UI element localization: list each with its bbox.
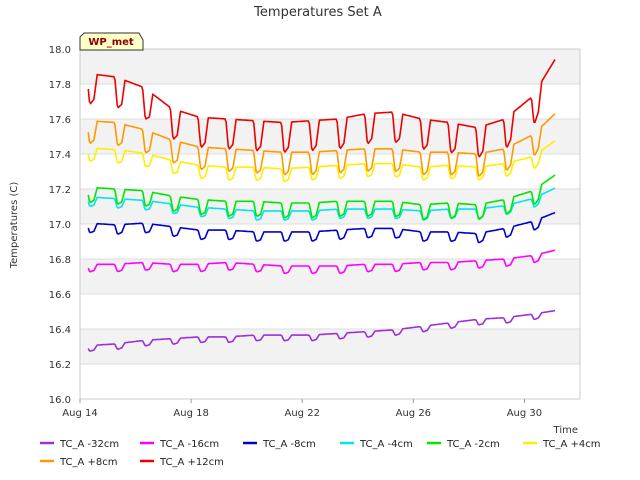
series-line bbox=[87, 113, 556, 177]
chart-title: Temperatures Set A bbox=[253, 5, 382, 20]
y-tick-label: 18.0 bbox=[49, 45, 71, 56]
y-axis-title: Temperatures (C) bbox=[9, 182, 20, 270]
series-line bbox=[87, 59, 556, 158]
y-tick-label: 17.4 bbox=[49, 150, 71, 161]
legend-item: TC_A +4cm bbox=[523, 439, 601, 450]
y-tick-label: 17.8 bbox=[49, 80, 71, 91]
series-line bbox=[87, 309, 556, 352]
legend-item: TC_A -16cm bbox=[140, 439, 219, 450]
y-tick-labels: 16.0 16.2 16.4 16.6 16.8 17.0 17.2 17.4 17.6 17.8… bbox=[49, 45, 71, 406]
plot-frame bbox=[79, 48, 581, 400]
wp-met-badge: WP_met bbox=[79, 32, 144, 51]
grid-band bbox=[80, 259, 580, 294]
legend-label: TC_A -4cm bbox=[359, 439, 413, 450]
legend-item: TC_A -8cm bbox=[243, 439, 316, 450]
legend-label: TC_A +8cm bbox=[59, 457, 118, 468]
x-tick-label: Aug 22 bbox=[285, 408, 320, 419]
legend-label: TC_A +4cm bbox=[542, 439, 601, 450]
x-tick-label: Aug 14 bbox=[62, 408, 97, 419]
legend-label: TC_A -32cm bbox=[59, 439, 119, 450]
x-tick-label: Aug 18 bbox=[173, 408, 208, 419]
y-tick-label: 17.6 bbox=[49, 115, 71, 126]
series-line bbox=[87, 249, 556, 275]
grid-bands bbox=[80, 49, 580, 364]
series-line bbox=[87, 174, 556, 221]
legend-label: TC_A +12cm bbox=[159, 457, 224, 468]
y-tick-label: 16.6 bbox=[49, 290, 71, 301]
y-tick-label: 16.8 bbox=[49, 255, 71, 266]
legend-label: TC_A -8cm bbox=[262, 439, 316, 450]
series-lines bbox=[87, 59, 556, 352]
legend-item: TC_A -4cm bbox=[340, 439, 413, 450]
legend-item: TC_A -2cm bbox=[427, 439, 500, 450]
series-line bbox=[87, 211, 556, 244]
y-tick-label: 16.2 bbox=[49, 360, 71, 371]
legend-item: TC_A +12cm bbox=[140, 457, 224, 468]
grid-lines bbox=[80, 48, 580, 400]
x-tick-label: Aug 26 bbox=[396, 408, 431, 419]
badge-label: WP_met bbox=[88, 37, 134, 48]
legend-label: TC_A -16cm bbox=[159, 439, 219, 450]
x-axis-title: Time bbox=[553, 425, 578, 436]
x-tick-labels: Aug 14 Aug 18 Aug 22 Aug 26 Aug 30 bbox=[62, 399, 542, 419]
y-tick-label: 17.2 bbox=[49, 185, 71, 196]
series-line bbox=[87, 140, 556, 183]
y-tick-label: 17.0 bbox=[49, 220, 71, 231]
legend-label: TC_A -2cm bbox=[446, 439, 500, 450]
y-tick-label: 16.4 bbox=[49, 325, 71, 336]
legend: TC_A -32cm TC_A -16cm TC_A -8cm TC_A -4cm TC… bbox=[40, 439, 601, 468]
x-tick-label: Aug 30 bbox=[507, 408, 542, 419]
grid-band bbox=[80, 49, 580, 84]
legend-item: TC_A +8cm bbox=[40, 457, 118, 468]
grid-band bbox=[80, 329, 580, 364]
legend-item: TC_A -32cm bbox=[40, 439, 119, 450]
y-tick-label: 16.0 bbox=[49, 395, 71, 406]
